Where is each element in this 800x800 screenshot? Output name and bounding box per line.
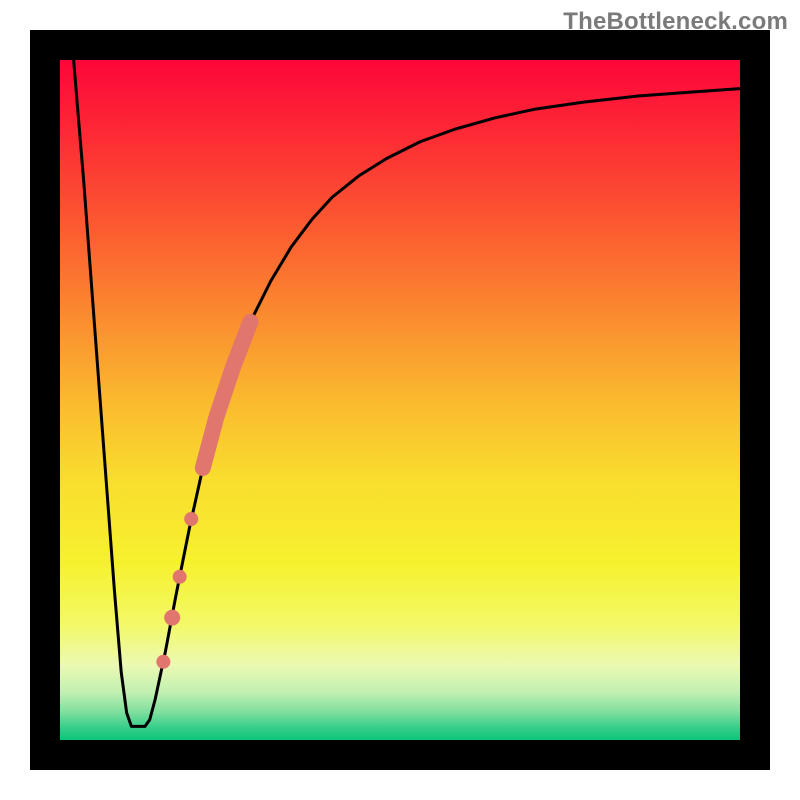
watermark-text: TheBottleneck.com [563,8,788,36]
highlight-dot [164,610,180,626]
chart-svg [0,0,800,800]
highlight-dot [184,512,198,526]
plot-background [60,60,740,740]
highlight-dot [156,655,170,669]
highlight-dot [173,570,187,584]
chart-container: TheBottleneck.com [0,0,800,800]
